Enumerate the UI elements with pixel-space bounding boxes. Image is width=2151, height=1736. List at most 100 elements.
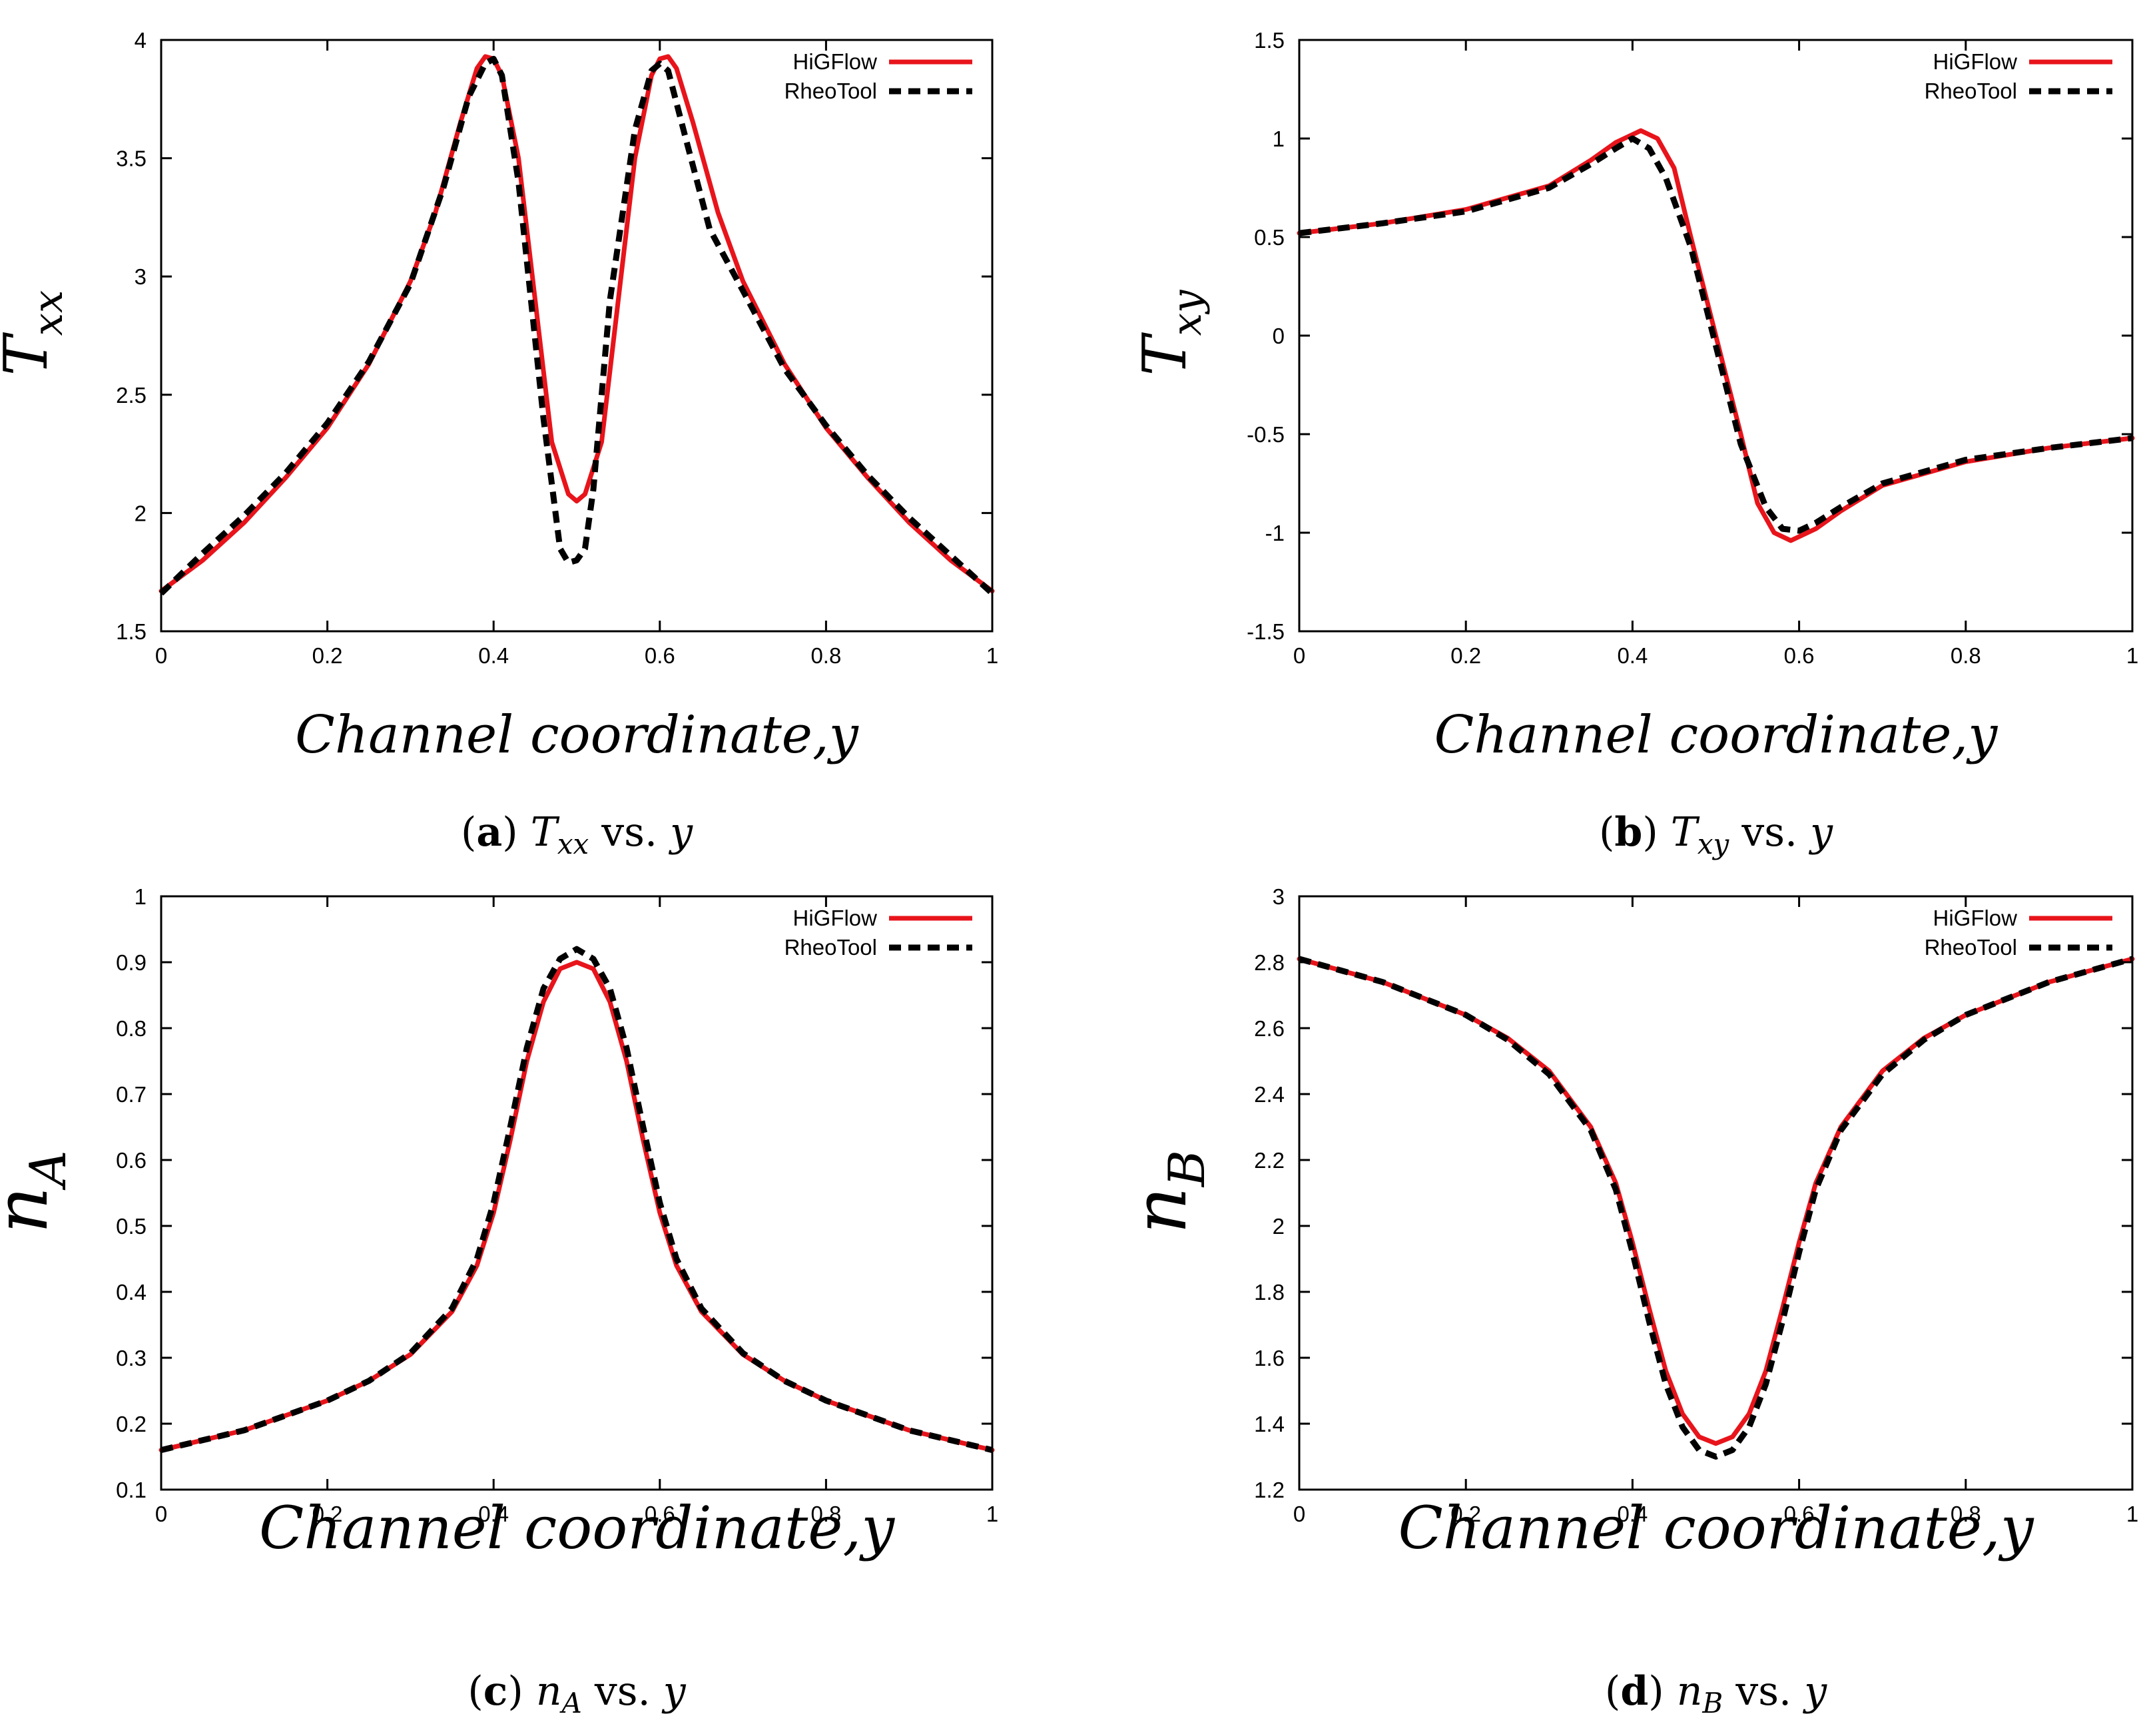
legend-label-higflow: HiGFlow	[1933, 49, 2017, 74]
y-tick-label: 2.2	[1254, 1148, 1285, 1173]
x-tick-label: 0.6	[1784, 643, 1815, 668]
caption-paren-close: )	[507, 1668, 535, 1715]
x-tick-label: 0.4	[1617, 1502, 1648, 1526]
legend-label-higflow: HiGFlow	[1933, 906, 2017, 930]
y-tick-label: 2.5	[116, 383, 147, 408]
y-axis-label-subscript: B	[1157, 1150, 1216, 1188]
x-tick-label: 0.2	[1450, 643, 1481, 668]
y-tick-label: 0.6	[116, 1148, 147, 1173]
caption-suffix: vs.	[582, 1668, 663, 1715]
y-axis-label-symbol: n	[0, 1187, 64, 1234]
x-tick-label: 0.2	[312, 643, 343, 668]
legend-label-higflow: HiGFlow	[792, 906, 877, 930]
y-tick-label: 0.4	[116, 1280, 147, 1304]
y-tick-label: 2.8	[1254, 950, 1285, 975]
x-tick-label: 1	[986, 1502, 998, 1526]
y-tick-label: 2.6	[1254, 1016, 1285, 1041]
series-line-rheotool	[158, 55, 995, 596]
x-axis-label: Channel coordinate,y	[295, 705, 859, 765]
caption-paren-close: )	[502, 809, 530, 856]
x-tick-label: 0	[155, 643, 167, 668]
caption-paren-open: (	[1599, 809, 1614, 856]
x-tick-label: 0.6	[1784, 1502, 1815, 1526]
x-tick-label: 0.6	[645, 1502, 675, 1526]
y-tick-label: 3.5	[116, 146, 147, 171]
caption-subscript: xy	[1697, 828, 1730, 860]
chart-panel-c: 0 0.2 0.4 0.6 0.8 1 0.1 0.2 0.3 0.4 0.5 0.6 0.7 0.8 0.…	[0, 884, 998, 1719]
x-tick-label: 0.8	[1951, 1502, 1981, 1526]
caption-letter: b	[1614, 809, 1642, 856]
x-tick-label: 0.6	[645, 643, 675, 668]
caption-variable: y	[668, 809, 693, 856]
x-tick-label: 0	[1293, 1502, 1305, 1526]
series-line-higflow	[1297, 956, 2135, 1446]
y-axis-label: Txy	[1130, 289, 1211, 376]
y-axis-label-subscript: A	[19, 1150, 77, 1190]
plot-frame	[1298, 895, 2134, 1491]
y-tick-label: 1.5	[1254, 28, 1285, 53]
y-tick-label: -1	[1265, 521, 1285, 545]
x-tick-label: 0.8	[810, 643, 841, 668]
y-tick-label: 0.9	[116, 950, 147, 975]
y-tick-label: 2	[1273, 1214, 1285, 1239]
panel-caption: (b) Txy vs. y	[1599, 809, 1833, 860]
caption-subscript: B	[1701, 1687, 1723, 1719]
x-tick-label: 1	[2126, 1502, 2138, 1526]
chart-panel-b: 0 0.2 0.4 0.6 0.8 1 -1.5 -1 -0.5 0 0.5 1 1.5 HiGFlow R…	[1130, 28, 2138, 860]
y-tick-label: 0.5	[1254, 225, 1285, 250]
y-axis-label: nA	[0, 1150, 77, 1233]
legend-label-rheotool: RheoTool	[784, 79, 877, 103]
x-tick-label: 0.2	[1450, 1502, 1481, 1526]
y-tick-label: 0	[1273, 324, 1285, 348]
caption-symbol: n	[1677, 1668, 1703, 1715]
x-tick-label: 0.8	[1951, 643, 1981, 668]
legend-label-higflow: HiGFlow	[792, 49, 877, 74]
x-tick-label: 0.4	[1617, 643, 1648, 668]
chart-panel-d: 0 0.2 0.4 0.6 0.8 1 1.2 1.4 1.6 1.8 2 2.2 2.4 2.6 2.8 3…	[1117, 884, 2138, 1719]
y-axis-label-symbol: T	[1130, 332, 1200, 376]
panel-caption: (a) Txx vs. y	[461, 809, 693, 860]
x-tick-label: 0.8	[810, 1502, 841, 1526]
caption-variable: y	[1808, 809, 1833, 856]
y-tick-label: 3	[1273, 884, 1285, 909]
series-line-rheotool	[1299, 135, 2133, 534]
caption-symbol: T	[1671, 809, 1700, 856]
plot-frame	[160, 39, 994, 633]
series-line-rheotool	[1298, 956, 2134, 1460]
x-tick-label: 0.2	[312, 1502, 343, 1526]
legend-label-rheotool: RheoTool	[1925, 935, 2017, 960]
y-tick-label: 1.8	[1254, 1280, 1285, 1304]
caption-paren-open: (	[467, 1668, 483, 1715]
x-tick-label: 1	[986, 643, 998, 668]
caption-subscript: xx	[557, 828, 589, 860]
y-tick-label: 2.4	[1254, 1082, 1285, 1107]
series-line-rheotool	[160, 946, 994, 1453]
caption-suffix: vs.	[1723, 1668, 1804, 1715]
y-tick-label: 0.7	[116, 1082, 147, 1107]
y-tick-label: -0.5	[1247, 422, 1285, 447]
caption-paren-close: )	[1642, 809, 1670, 856]
y-axis-label-subscript: xx	[25, 290, 72, 336]
caption-symbol: n	[536, 1668, 562, 1715]
plot-frame	[160, 895, 994, 1491]
y-axis-label-subscript: xy	[1163, 289, 1211, 336]
caption-letter: c	[483, 1668, 508, 1715]
legend-label-rheotool: RheoTool	[1925, 79, 2017, 103]
caption-letter: a	[476, 809, 502, 856]
y-axis-label-symbol: n	[1117, 1187, 1203, 1234]
y-tick-label: 0.1	[116, 1478, 147, 1502]
x-axis-label: Channel coordinate,y	[1434, 705, 1998, 765]
caption-variable: y	[661, 1668, 687, 1715]
caption-variable: y	[1802, 1668, 1827, 1715]
x-tick-label: 1	[2126, 643, 2138, 668]
x-tick-label: 0	[1293, 643, 1305, 668]
y-tick-label: 1.4	[1254, 1412, 1285, 1436]
panel-caption: (c) nA vs. y	[467, 1668, 686, 1719]
y-tick-label: 0.3	[116, 1346, 147, 1370]
series-line-higflow	[158, 54, 995, 594]
legend-label-rheotool: RheoTool	[784, 935, 877, 960]
caption-paren-close: )	[1648, 1668, 1676, 1715]
x-axis-label: Channel coordinate,y	[1398, 1494, 2034, 1562]
y-axis-label: Txx	[0, 290, 72, 376]
